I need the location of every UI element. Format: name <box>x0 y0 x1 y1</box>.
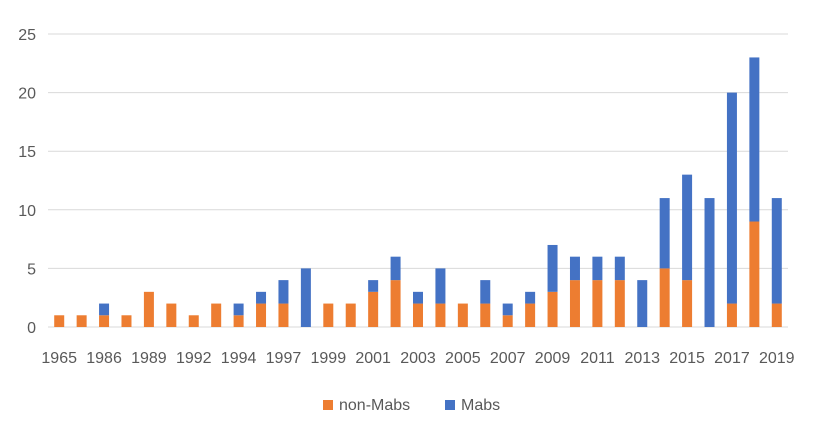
bar-segment-non-mabs <box>278 303 289 327</box>
bar-segment-non-mabs <box>592 280 603 327</box>
bar-segment-non-mabs <box>749 221 760 327</box>
legend-label: non-Mabs <box>339 397 410 414</box>
bar-segment-non-mabs <box>771 303 782 327</box>
x-tick-label: 1965 <box>41 350 77 367</box>
bar-segment-mabs <box>682 174 693 281</box>
bar-segment-mabs <box>547 244 558 292</box>
bar-segment-non-mabs <box>99 315 110 327</box>
x-tick-label: 1994 <box>221 350 257 367</box>
x-tick-label: 2007 <box>490 350 526 367</box>
bar-segment-mabs <box>525 291 536 304</box>
x-tick-label: 2013 <box>624 350 660 367</box>
bar-segment-non-mabs <box>233 315 244 327</box>
y-tick-label: 0 <box>27 320 36 337</box>
legend-swatch <box>445 400 455 410</box>
bar-segment-mabs <box>413 291 423 304</box>
bar-segment-mabs <box>659 198 670 269</box>
legend-swatch <box>323 400 333 410</box>
bar-segment-mabs <box>569 256 580 281</box>
bar-segment-mabs <box>771 198 782 304</box>
bar-segment-non-mabs <box>502 315 513 327</box>
bar-segment-non-mabs <box>569 280 580 327</box>
x-tick-label: 2019 <box>759 350 795 367</box>
bar-segment-mabs <box>749 57 760 222</box>
bar-segment-mabs <box>256 291 267 304</box>
bar-segment-mabs <box>502 303 513 316</box>
bar-segment-non-mabs <box>413 303 423 327</box>
y-tick-label: 5 <box>27 261 36 278</box>
bar-segment-mabs <box>99 303 110 316</box>
bar-segment-non-mabs <box>368 291 379 327</box>
x-tick-label: 1997 <box>266 350 302 367</box>
bar-segment-non-mabs <box>547 291 558 327</box>
bar-segment-mabs <box>233 303 244 316</box>
legend-label: Mabs <box>461 397 500 414</box>
bar-segment-non-mabs <box>659 268 670 327</box>
x-tick-label: 2001 <box>355 350 391 367</box>
bar-segment-non-mabs <box>256 303 267 327</box>
x-tick-label: 1992 <box>176 350 212 367</box>
y-axis-ticks: 0 5 10 15 20 25 <box>18 27 36 337</box>
bar-segment-mabs <box>278 280 289 304</box>
bar-segment-mabs <box>480 280 491 304</box>
bar-segment-non-mabs <box>480 303 491 327</box>
bar-segment-non-mabs <box>211 303 222 327</box>
x-tick-label: 2003 <box>400 350 436 367</box>
y-tick-label: 10 <box>18 203 36 220</box>
x-tick-label: 2015 <box>669 350 705 367</box>
bar-segment-non-mabs <box>166 303 177 327</box>
bar-segment-mabs <box>435 268 446 304</box>
bar-segment-non-mabs <box>390 280 401 327</box>
bar-segment-non-mabs <box>188 315 199 327</box>
y-tick-label: 15 <box>18 144 36 161</box>
bar-segment-non-mabs <box>726 303 737 327</box>
bar-segment-mabs <box>368 280 379 292</box>
y-tick-label: 25 <box>18 27 36 44</box>
gridlines <box>48 33 788 328</box>
x-axis-ticks: 1965 1986 1989 1992 1994 1997 1999 2001 2003 2005… <box>41 350 794 367</box>
bar-segment-mabs <box>614 256 625 281</box>
bar-segment-mabs <box>300 268 311 327</box>
x-tick-label: 1989 <box>131 350 167 367</box>
bar-segment-non-mabs <box>457 303 468 327</box>
y-tick-label: 20 <box>18 86 36 103</box>
bar-segment-mabs <box>637 280 648 327</box>
x-tick-label: 1999 <box>311 350 347 367</box>
bar-segment-non-mabs <box>345 303 356 327</box>
bar-segment-non-mabs <box>525 303 536 327</box>
x-tick-label: 2005 <box>445 350 481 367</box>
bar-segment-non-mabs <box>323 303 334 327</box>
x-tick-label: 2009 <box>535 350 571 367</box>
bar-segment-non-mabs <box>614 280 625 327</box>
bars <box>54 57 782 327</box>
x-tick-label: 2011 <box>580 350 615 367</box>
bar-segment-non-mabs <box>121 315 132 327</box>
bar-segment-mabs <box>726 92 737 304</box>
bar-segment-non-mabs <box>54 315 65 327</box>
bar-segment-non-mabs <box>76 315 87 327</box>
legend: non-Mabs Mabs <box>323 397 500 414</box>
x-tick-label: 2017 <box>714 350 750 367</box>
bar-segment-mabs <box>592 256 603 281</box>
bar-segment-mabs <box>390 256 401 281</box>
bar-segment-non-mabs <box>143 291 154 327</box>
bar-segment-non-mabs <box>682 280 693 327</box>
x-tick-label: 1986 <box>86 350 122 367</box>
bar-segment-non-mabs <box>435 303 446 327</box>
bar-segment-mabs <box>704 198 715 327</box>
